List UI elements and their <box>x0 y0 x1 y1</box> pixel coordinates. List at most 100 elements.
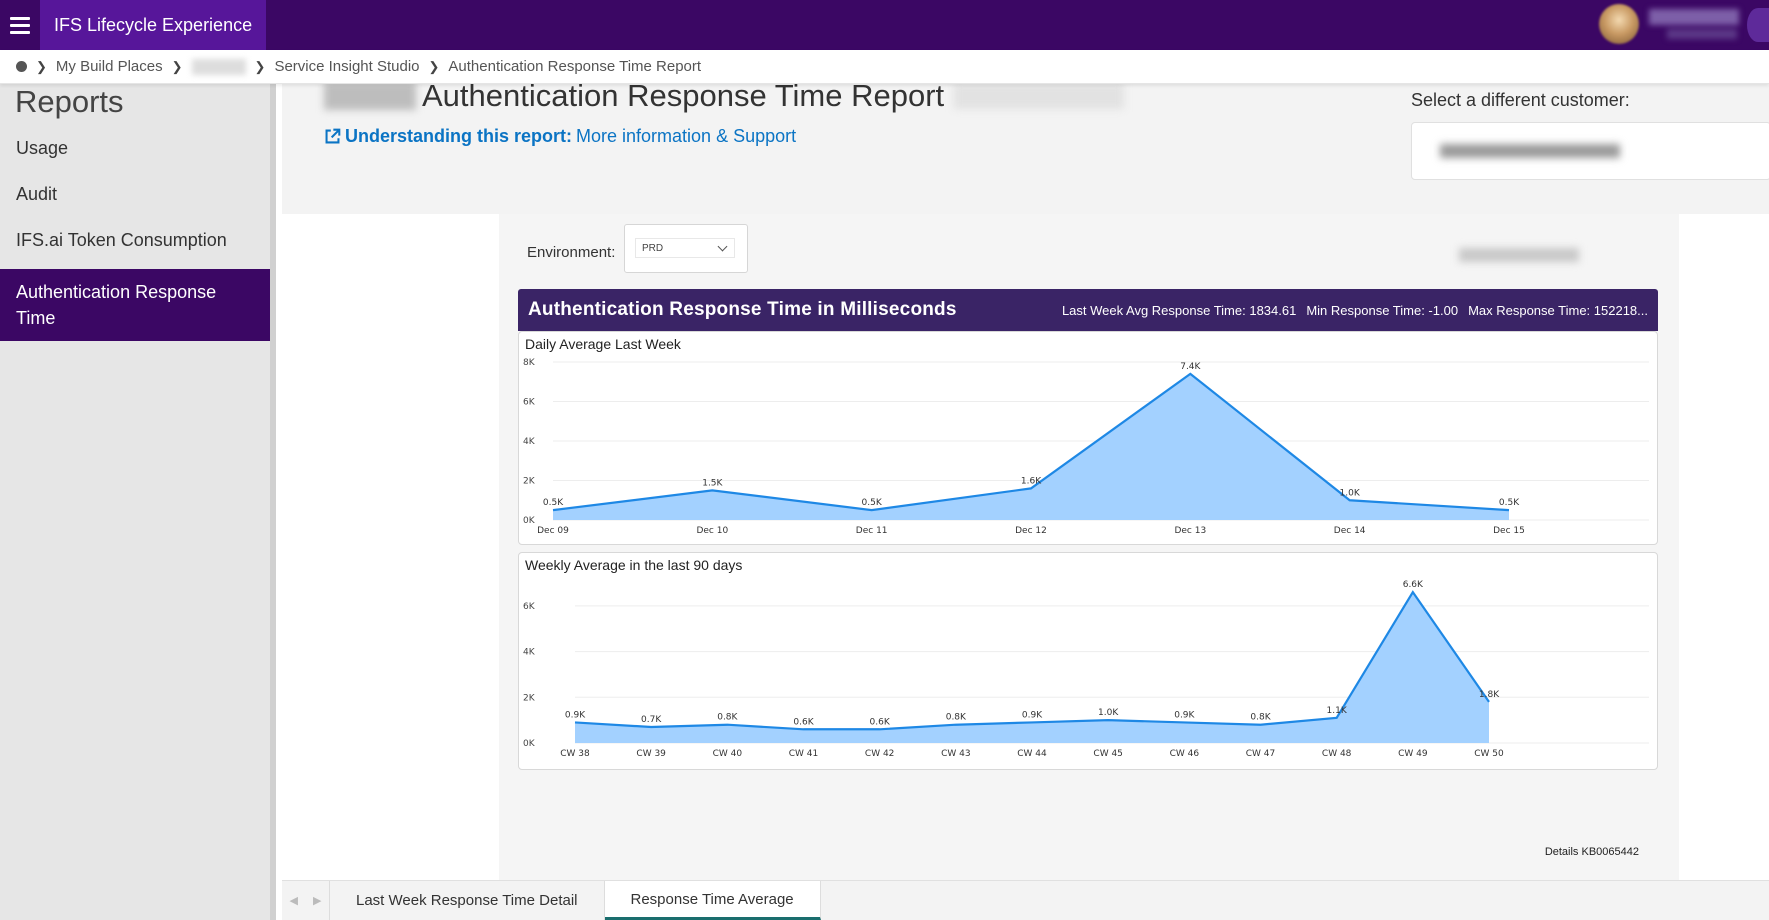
environment-dropdown-inner[interactable]: PRD <box>635 238 735 258</box>
weekly-chart-title: Weekly Average in the last 90 days <box>525 557 743 573</box>
top-bar: IFS Lifecycle Experience <box>0 0 1769 50</box>
tab-prev-icon[interactable]: ◀ <box>289 895 298 907</box>
x-tick-label: Dec 11 <box>856 526 888 536</box>
sidebar-item-usage[interactable]: Usage <box>16 137 69 158</box>
chart-stats: Last Week Avg Response Time: 1834.61 Min… <box>1062 303 1648 318</box>
hamburger-menu-icon[interactable] <box>0 0 40 50</box>
x-tick-label: CW 50 <box>1474 749 1504 759</box>
user-name-text <box>1649 9 1739 25</box>
breadcrumb-item-service-insight[interactable]: Service Insight Studio <box>274 58 420 75</box>
user-role-text <box>1667 29 1737 39</box>
data-label: 0.6K <box>870 717 891 727</box>
tab-scroll-controls: ◀ ▶ <box>282 881 330 920</box>
daily-average-chart: 0K 2K 4K 6K 8K Dec 09 0.5K Dec 10 1.5K Dec 11 0.5K… <box>518 331 1658 545</box>
sidebar-title: Reports <box>15 84 124 119</box>
info-link-bold[interactable]: Understanding this report: <box>345 126 573 146</box>
data-label: 0.9K <box>1022 710 1043 720</box>
data-label: 0.6K <box>793 717 814 727</box>
data-label: 0.7K <box>641 715 662 725</box>
breadcrumb-item-redacted[interactable] <box>191 58 246 75</box>
redacted-filter <box>1459 248 1579 262</box>
data-label: 1.0K <box>1098 708 1119 718</box>
x-tick-label: CW 44 <box>1017 749 1047 759</box>
data-label: 1.6K <box>1021 476 1042 486</box>
environment-dropdown[interactable]: PRD <box>624 224 748 273</box>
chart-svg: 0K 2K 4K 6K 8K Dec 09 0.5K Dec 10 1.5K Dec 11 0.5K… <box>523 358 1649 536</box>
data-label: 0.8K <box>946 713 967 723</box>
x-tick-label: Dec 14 <box>1334 526 1366 536</box>
info-link-text[interactable]: More information & Support <box>576 126 797 146</box>
environment-label: Environment: <box>527 244 616 261</box>
avatar[interactable] <box>1599 4 1639 44</box>
breadcrumb-item-build-places[interactable]: My Build Places <box>55 58 163 75</box>
x-tick-label: CW 49 <box>1398 749 1428 759</box>
y-tick-label: 0K <box>523 516 536 526</box>
sidebar-item-audit[interactable]: Audit <box>16 183 58 204</box>
y-tick-label: 4K <box>523 648 536 658</box>
x-tick-label: CW 45 <box>1093 749 1123 759</box>
y-tick-label: 0K <box>523 739 536 749</box>
x-tick-label: CW 43 <box>941 749 971 759</box>
data-label: 1.0K <box>1340 488 1361 498</box>
breadcrumb-item-current: Authentication Response Time Report <box>448 58 702 75</box>
x-tick-label: CW 39 <box>636 749 666 759</box>
x-tick-label: CW 40 <box>713 749 743 759</box>
chart-svg: 0K 2K 4K 6K CW 38 0.9K CW 39 0.7K CW 40 0.8K CW 41… <box>523 580 1649 759</box>
x-tick-label: CW 47 <box>1246 749 1276 759</box>
avg-response-stat: Last Week Avg Response Time: 1834.61 <box>1061 302 1297 318</box>
sidebar-item-token-consumption[interactable]: IFS.ai Token Consumption <box>16 229 227 250</box>
area-fill <box>575 592 1489 743</box>
data-label: 1.5K <box>702 478 723 488</box>
main-content: Authentication Response Time Report Unde… <box>282 78 1769 920</box>
x-tick-label: Dec 15 <box>1493 526 1525 536</box>
details-kb: Details KB0065442 <box>1544 846 1639 858</box>
y-tick-label: 2K <box>523 693 536 703</box>
series-line <box>552 372 1510 512</box>
data-label: 0.8K <box>717 713 738 723</box>
user-area[interactable] <box>1599 4 1739 44</box>
tab-response-time-average[interactable]: Response Time Average <box>604 881 821 920</box>
chart-header: Authentication Response Time in Millisec… <box>518 289 1658 331</box>
info-link[interactable]: Understanding this report: More informat… <box>324 126 796 147</box>
x-tick-label: CW 46 <box>1170 749 1200 759</box>
chevron-right-icon: ❯ <box>254 58 266 74</box>
x-tick-label: CW 38 <box>560 749 590 759</box>
more-menu-icon[interactable] <box>1747 8 1769 42</box>
report-canvas: Environment: PRD Authentication Response… <box>499 214 1679 880</box>
y-tick-label: 8K <box>523 358 536 368</box>
external-link-icon <box>325 128 341 144</box>
customer-select-value <box>1440 144 1620 158</box>
app-title[interactable]: IFS Lifecycle Experience <box>40 0 267 50</box>
sidebar-item-authentication-response-time[interactable]: Authentication Response Time <box>0 269 270 341</box>
area-fill <box>553 373 1509 520</box>
breadcrumb: ❯ My Build Places ❯ ❯ Service Insight St… <box>0 50 1769 84</box>
data-label: 6.6K <box>1403 580 1424 590</box>
customer-select-label: Select a different customer: <box>1411 90 1630 110</box>
x-tick-label: CW 41 <box>789 749 819 759</box>
redacted-customer-suffix <box>954 83 1125 109</box>
home-icon[interactable] <box>16 61 27 72</box>
x-tick-label: Dec 09 <box>537 526 569 536</box>
data-label: 0.5K <box>1499 498 1520 508</box>
x-tick-label: CW 48 <box>1322 749 1352 759</box>
y-tick-label: 6K <box>523 602 536 612</box>
sidebar: Reports Usage Audit IFS.ai Token Consump… <box>0 84 276 920</box>
redacted-customer-prefix <box>324 82 416 110</box>
chevron-right-icon: ❯ <box>171 58 183 74</box>
data-label: 0.9K <box>565 710 586 720</box>
tab-next-icon[interactable]: ▶ <box>313 895 322 907</box>
user-name <box>1649 9 1739 39</box>
series-line <box>574 590 1490 731</box>
data-label: 1.8K <box>1479 690 1500 700</box>
tab-last-week-detail[interactable]: Last Week Response Time Detail <box>330 881 605 920</box>
data-label: 0.9K <box>1174 710 1195 720</box>
max-response-stat: Max Response Time: 152218... <box>1468 302 1648 318</box>
min-response-stat: Min Response Time: -1.00 <box>1306 302 1459 318</box>
y-tick-label: 2K <box>523 477 536 487</box>
chevron-right-icon: ❯ <box>428 58 440 74</box>
data-label: 0.8K <box>1250 713 1271 723</box>
x-tick-label: Dec 13 <box>1174 526 1206 536</box>
customer-select[interactable] <box>1411 122 1769 180</box>
x-tick-label: Dec 12 <box>1015 526 1047 536</box>
data-label: 0.5K <box>543 498 564 508</box>
